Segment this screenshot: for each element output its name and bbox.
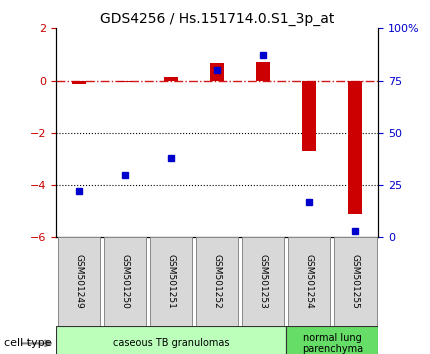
Bar [164,78,178,80]
Bar [256,62,270,80]
Bar [118,80,132,82]
Bar [348,80,362,214]
Bar [72,80,86,85]
Title: GDS4256 / Hs.151714.0.S1_3p_at: GDS4256 / Hs.151714.0.S1_3p_at [100,12,335,26]
Bar [302,80,316,151]
Bar [334,237,377,326]
Bar [150,237,192,326]
Bar [288,237,331,326]
Text: GSM501253: GSM501253 [259,254,268,309]
Text: GSM501249: GSM501249 [74,254,83,309]
Bar [210,63,224,80]
Text: GSM501252: GSM501252 [213,254,221,309]
Bar [58,237,100,326]
Text: normal lung
parenchyma: normal lung parenchyma [302,332,363,354]
Text: GSM501251: GSM501251 [166,254,175,309]
Text: GSM501254: GSM501254 [305,254,314,309]
Text: GSM501255: GSM501255 [351,254,360,309]
Bar [104,237,146,326]
Bar [56,326,286,354]
Bar [196,237,238,326]
Bar [242,237,284,326]
Text: cell type: cell type [4,338,52,348]
Text: caseous TB granulomas: caseous TB granulomas [113,338,229,348]
Bar [286,326,378,354]
Text: GSM501250: GSM501250 [120,254,129,309]
